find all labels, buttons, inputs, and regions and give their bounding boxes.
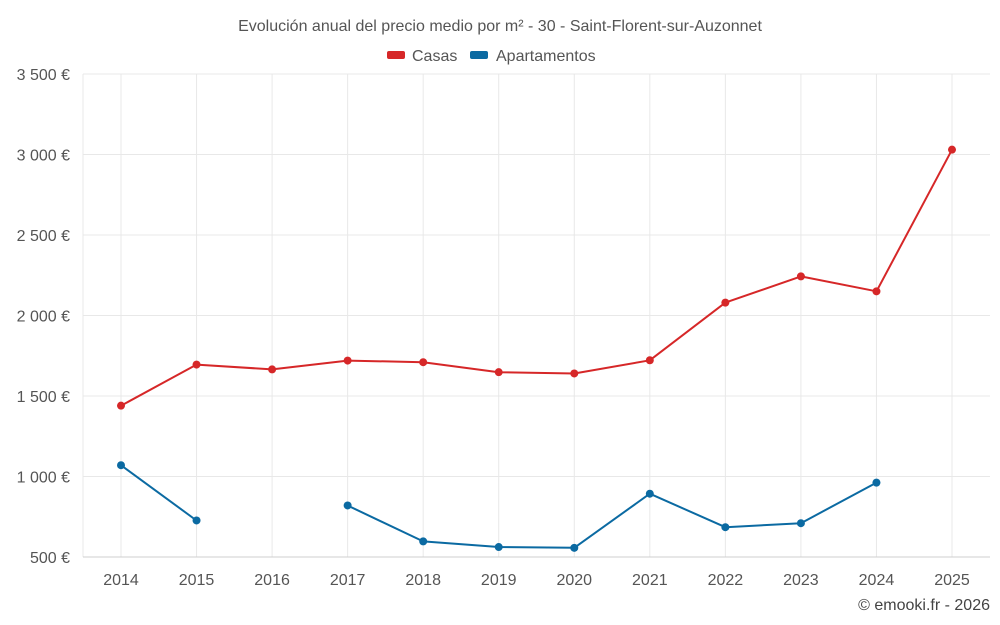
gridlines [82, 73, 990, 557]
data-point-casas[interactable] [948, 145, 956, 154]
y-tick-label: 3 000 € [17, 148, 70, 165]
y-tick-label: 3 500 € [17, 67, 70, 84]
legend-label: Apartamentos [496, 48, 596, 65]
data-point-casas[interactable] [343, 356, 352, 365]
data-point-casas[interactable] [117, 401, 125, 410]
y-tick-label: 1 500 € [17, 389, 70, 406]
y-tick-label: 500 € [30, 550, 70, 567]
data-point-apartamentos[interactable] [343, 501, 352, 510]
x-tick-label: 2014 [103, 572, 139, 589]
x-tick-label: 2023 [783, 572, 819, 589]
y-tick-label: 2 000 € [17, 309, 70, 326]
data-point-casas[interactable] [494, 368, 503, 377]
data-point-apartamentos[interactable] [570, 543, 579, 552]
x-tick-label: 2021 [632, 572, 668, 589]
data-point-apartamentos[interactable] [645, 489, 654, 498]
data-point-casas[interactable] [268, 365, 277, 374]
data-point-apartamentos[interactable] [192, 516, 201, 525]
legend-label: Casas [412, 48, 457, 65]
data-point-apartamentos[interactable] [721, 523, 730, 532]
legend: Casas Apartamentos [387, 48, 596, 65]
data-point-casas[interactable] [570, 369, 579, 378]
data-point-casas[interactable] [645, 356, 654, 365]
series-line-casas [120, 149, 953, 407]
x-tick-label: 2017 [330, 572, 366, 589]
x-tick-label: 2015 [179, 572, 215, 589]
x-tick-label: 2024 [859, 572, 895, 589]
data-point-casas[interactable] [721, 298, 730, 307]
series-apartamentos [117, 461, 881, 552]
series-layer [117, 145, 956, 552]
data-point-casas[interactable] [419, 358, 428, 367]
data-point-apartamentos[interactable] [494, 543, 503, 552]
x-tick-label: 2019 [481, 572, 517, 589]
x-tick-label: 2022 [708, 572, 744, 589]
legend-swatch [470, 51, 488, 59]
legend-swatch [387, 51, 405, 59]
y-tick-label: 2 500 € [17, 228, 70, 245]
series-casas [117, 145, 956, 410]
legend-item-apartamentos[interactable]: Apartamentos [470, 48, 596, 65]
chart-title: Evolución anual del precio medio por m² … [238, 18, 762, 35]
data-point-apartamentos[interactable] [796, 519, 805, 528]
series-line-apartamentos [347, 481, 877, 549]
credit-text: © emooki.fr - 2026 [858, 597, 990, 614]
data-point-apartamentos[interactable] [872, 478, 881, 487]
data-point-casas[interactable] [192, 360, 201, 369]
axes: 500 € 1 000 € 1 500 € 2 000 € 2 500 € 3 000 €… [17, 67, 990, 589]
legend-item-casas[interactable]: Casas [387, 48, 457, 65]
x-tick-label: 2025 [934, 572, 970, 589]
data-point-casas[interactable] [872, 287, 881, 296]
x-tick-label: 2018 [405, 572, 441, 589]
data-point-casas[interactable] [796, 272, 805, 281]
x-tick-label: 2016 [254, 572, 290, 589]
y-tick-label: 1 000 € [17, 470, 70, 487]
x-tick-label: 2020 [556, 572, 592, 589]
data-point-apartamentos[interactable] [117, 461, 125, 470]
series-line-apartamentos [120, 464, 198, 522]
data-point-apartamentos[interactable] [419, 537, 428, 546]
